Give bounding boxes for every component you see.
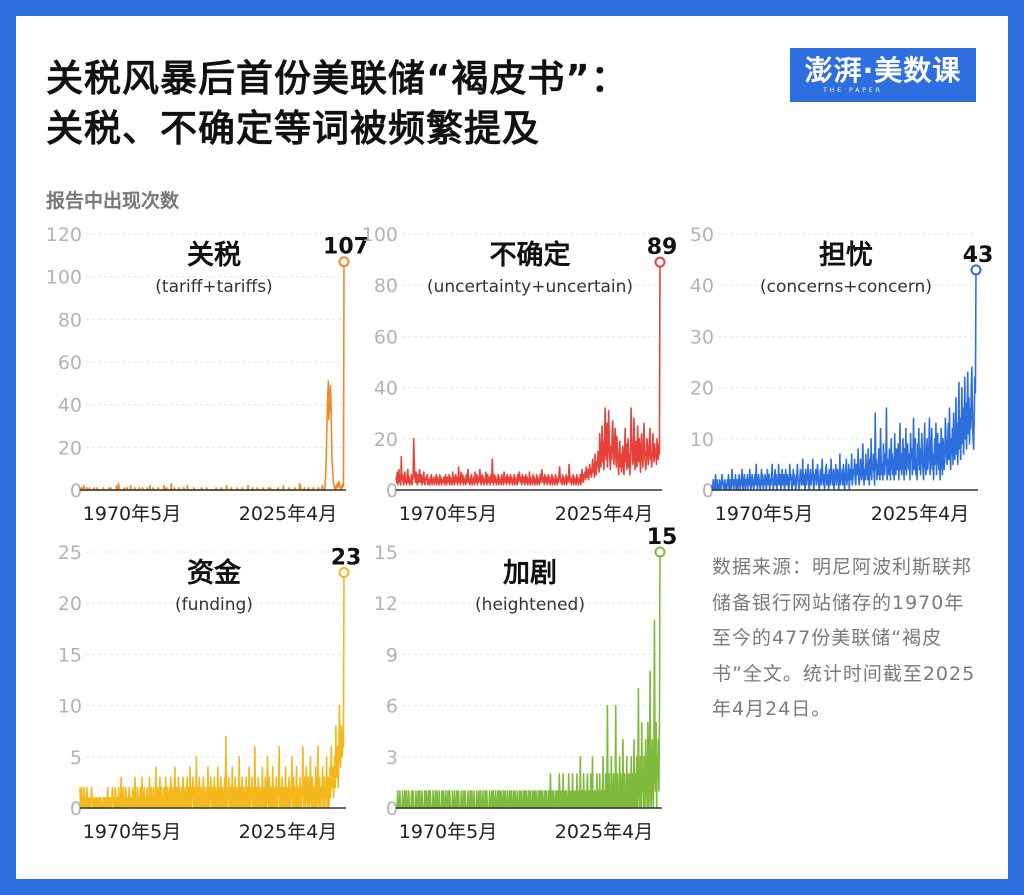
- chart-subtitle: (tariff+tariffs): [155, 277, 272, 297]
- x-tick-label-start: 1970年5月: [399, 821, 497, 843]
- chart-title: 关税: [187, 240, 241, 271]
- source-note: 数据来源：明尼阿波利斯联邦储备银行网站储存的1970年至今的477份美联储“褐皮…: [712, 556, 976, 720]
- chart-subtitle: (heightened): [475, 595, 585, 615]
- x-tick-label-start: 1970年5月: [715, 503, 813, 525]
- chart-subtitle: (concerns+concern): [760, 277, 932, 297]
- last-value-label: 107: [323, 235, 369, 260]
- y-tick-label: 80: [58, 309, 82, 331]
- y-tick-label: 0: [386, 798, 398, 820]
- chart-title: 担忧: [819, 240, 873, 271]
- y-axis-label: 报告中出现次数: [46, 190, 180, 212]
- y-tick-label: 40: [374, 378, 398, 400]
- last-value-marker: [970, 264, 982, 276]
- y-tick-label: 60: [374, 326, 398, 348]
- chart-funding: 0 5 10 15 20 25 23 资金 (funding) 1970年5月 2025年4月: [58, 542, 362, 843]
- series-line: [711, 269, 977, 491]
- brand-logo: 澎湃·美数课 THE PAPER: [790, 48, 976, 102]
- y-tick-label: 100: [362, 224, 398, 246]
- y-tick-label: 25: [58, 542, 82, 564]
- chart-uncertainty: 0 20 40 60 80 100 89 不确定 (uncertainty+uncertain)…: [362, 224, 678, 525]
- y-tick-label: 120: [46, 224, 82, 246]
- last-value-label: 15: [647, 525, 678, 550]
- y-tick-label: 20: [58, 593, 82, 615]
- chart-title: 不确定: [490, 239, 571, 271]
- y-tick-label: 0: [70, 480, 82, 502]
- x-tick-label-end: 2025年4月: [555, 503, 653, 525]
- chart-tariff: 0 20 40 60 80 100 120 107 关税 (tariff+tariffs) 1970…: [46, 224, 369, 525]
- y-tick-label: 100: [46, 267, 82, 289]
- logo-subtext: THE PAPER: [823, 87, 883, 94]
- y-tick-label: 40: [58, 395, 82, 417]
- y-tick-label: 15: [58, 644, 82, 666]
- y-tick-label: 6: [386, 696, 398, 718]
- x-tick-label-end: 2025年4月: [555, 821, 653, 843]
- series-line: [395, 262, 661, 486]
- y-tick-label: 0: [386, 480, 398, 502]
- title-line-2: 关税、不确定等词被频繁提及: [46, 107, 540, 150]
- y-tick-label: 80: [374, 275, 398, 297]
- y-tick-label: 20: [374, 429, 398, 451]
- last-value-label: 23: [331, 545, 362, 570]
- y-tick-label: 0: [70, 798, 82, 820]
- y-tick-label: 60: [58, 352, 82, 374]
- chart-title: 加剧: [503, 558, 557, 589]
- y-tick-label: 20: [690, 378, 714, 400]
- last-value-label: 89: [647, 235, 678, 260]
- last-value-label: 43: [963, 243, 994, 268]
- y-tick-label: 40: [690, 275, 714, 297]
- x-tick-label-start: 1970年5月: [83, 503, 181, 525]
- last-value-marker: [654, 546, 666, 558]
- y-tick-label: 5: [70, 747, 82, 769]
- y-tick-label: 30: [690, 326, 714, 348]
- last-value-marker: [654, 256, 666, 268]
- infographic-card: 关税风暴后首份美联储“褐皮书”： 关税、不确定等词被频繁提及 澎湃·美数课 TH…: [16, 16, 1008, 879]
- title-line-1: 关税风暴后首份美联储“褐皮书”：: [46, 57, 629, 100]
- y-tick-label: 9: [386, 644, 398, 666]
- last-value-marker: [338, 256, 350, 268]
- series-line: [395, 551, 661, 809]
- y-tick-label: 12: [374, 593, 398, 615]
- chart-subtitle: (uncertainty+uncertain): [427, 277, 633, 297]
- y-tick-label: 50: [690, 224, 714, 246]
- page-title: 关税风暴后首份美联储“褐皮书”： 关税、不确定等词被频繁提及: [46, 54, 629, 154]
- y-tick-label: 20: [58, 437, 82, 459]
- logo-text: 澎湃·美数课: [804, 54, 962, 87]
- x-tick-label-start: 1970年5月: [399, 503, 497, 525]
- chart-concerns: 0 10 20 30 40 50 43 担忧 (concerns+concern) 1970年5月…: [690, 224, 994, 525]
- y-tick-label: 10: [690, 429, 714, 451]
- y-tick-label: 10: [58, 696, 82, 718]
- chart-heightened: 0 3 6 9 12 15 15 加剧 (heightened) 1970年5月 2025年4月: [374, 525, 678, 843]
- y-tick-label: 0: [702, 480, 714, 502]
- x-tick-label-start: 1970年5月: [83, 821, 181, 843]
- x-tick-label-end: 2025年4月: [239, 503, 337, 525]
- last-value-marker: [338, 566, 350, 578]
- x-tick-label-end: 2025年4月: [239, 821, 337, 843]
- chart-subtitle: (funding): [175, 595, 253, 615]
- y-tick-label: 15: [374, 542, 398, 564]
- chart-title: 资金: [187, 557, 242, 589]
- x-tick-label-end: 2025年4月: [871, 503, 969, 525]
- y-tick-label: 3: [386, 747, 398, 769]
